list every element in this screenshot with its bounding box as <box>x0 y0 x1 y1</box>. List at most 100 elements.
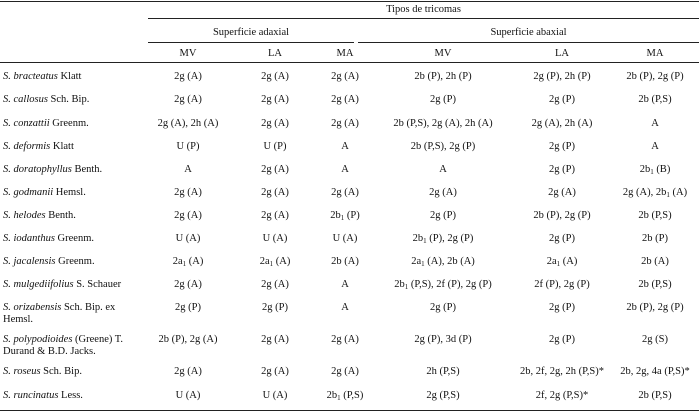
table-cell: 2g (P) <box>549 94 575 105</box>
table-cell: 2b, 2f, 2g, 2h (P,S)* <box>519 366 604 377</box>
table-cell: 2a1 (A), 2b (A) <box>411 256 475 268</box>
species-author: Sch. Bip. <box>40 366 82 377</box>
table-cell: 2g (A) <box>174 187 202 198</box>
table-cell: U (A) <box>332 233 358 244</box>
species-binomial: S. roseus <box>3 366 41 377</box>
table-cell: A <box>651 141 659 152</box>
table-cell: 2f (P), 2g (P) <box>534 279 590 290</box>
table-cell: A <box>341 141 349 152</box>
column-header: LA <box>268 48 282 59</box>
table-cell: 2b1 (P), 2g (P) <box>412 233 474 245</box>
species-binomial: S. orizabensis <box>3 302 62 313</box>
table-cell: A <box>341 164 349 175</box>
species-binomial: S. callosus <box>3 94 48 105</box>
table-cell: 2g (A) <box>174 71 202 82</box>
table-cell: 2b1 (P) <box>330 210 360 222</box>
table-cell: 2b1 (P,S), 2f (P), 2g (P) <box>394 279 492 291</box>
table-cell: 2g (A) <box>261 187 289 198</box>
table-cell: 2g (A) <box>261 366 289 377</box>
table-cell: 2g (P) <box>549 302 575 313</box>
species-binomial: S. bracteatus <box>3 71 58 82</box>
table-cell: 2g (A) <box>174 366 202 377</box>
table-cell: 2h (P,S) <box>426 366 460 377</box>
species-binomial: S. deformis <box>3 141 51 152</box>
table-cell: 2g (A) <box>261 164 289 175</box>
species-author: Sch. Bip. <box>47 94 90 105</box>
species-binomial: S. godmanii <box>3 187 54 198</box>
table-cell: 2g (A) <box>261 279 289 290</box>
table-cell: 2g (P), 2h (P) <box>533 71 591 82</box>
table-cell: 2g (P) <box>549 164 575 175</box>
species-binomial: S. polypodioides <box>3 334 73 345</box>
group-adaxial-header: Superficie adaxial <box>212 27 290 38</box>
table-cell: 2a1 (A) <box>546 256 578 268</box>
table-cell: 2b (P), 2g (A) <box>158 334 218 345</box>
species-binomial: S. runcinatus <box>3 390 59 401</box>
table-cell: A <box>341 302 349 313</box>
species-name: S. mulgediifolius S. Schauer <box>3 279 121 291</box>
table-cell: 2g (S) <box>642 334 668 345</box>
table-cell: 2a1 (A) <box>172 256 204 268</box>
species-author: Less. <box>58 390 83 401</box>
table-cell: 2g (A) <box>429 187 457 198</box>
table-cell: 2g (A) <box>331 334 359 345</box>
table-cell: 2b (P), 2g (P) <box>533 210 591 221</box>
species-name: S. helodes Benth. <box>3 210 76 222</box>
table-cell: 2g (A) <box>331 94 359 105</box>
table-title: Tipos de tricomas <box>386 4 461 15</box>
species-name: S. godmanii Hemsl. <box>3 187 86 199</box>
table-cell: 2g (P) <box>175 302 201 313</box>
species-author: Greenm. <box>55 256 95 267</box>
table-cell: U (A) <box>262 233 288 244</box>
table-cell: 2b (A) <box>641 256 669 267</box>
column-header: MV <box>434 48 452 59</box>
species-binomial: S. helodes <box>3 210 46 221</box>
table-cell: 2b (P,S), 2g (P) <box>410 141 476 152</box>
table-cell: 2b (P), 2g (P) <box>626 302 684 313</box>
column-header: MA <box>646 48 664 59</box>
table-cell: 2f, 2g (P,S)* <box>535 390 589 401</box>
table-cell: 2b (P) <box>642 233 668 244</box>
table-cell: A <box>184 164 192 175</box>
table-cell: 2g (A) <box>174 279 202 290</box>
species-binomial: S. jacalensis <box>3 256 56 267</box>
table-cell: 2a1 (A) <box>259 256 291 268</box>
rule-under-columns <box>0 62 699 63</box>
species-binomial: S. doratophyllus <box>3 164 72 175</box>
species-author: Benth. <box>45 210 76 221</box>
table-cell: 2g (P) <box>549 334 575 345</box>
table-cell: U (A) <box>262 390 288 401</box>
species-name: S. doratophyllus Benth. <box>3 164 102 176</box>
species-author: Greenm. <box>54 233 94 244</box>
species-name: S. jacalensis Greenm. <box>3 256 95 268</box>
table-cell: 2b1 (B) <box>639 164 671 176</box>
table-cell: A <box>341 279 349 290</box>
table-cell: 2g (A) <box>261 71 289 82</box>
rule-top <box>0 1 699 2</box>
table-cell: 2g (A) <box>331 118 359 129</box>
rule-under-adaxial <box>148 42 354 43</box>
column-header: MA <box>336 48 354 59</box>
table-cell: 2b (P,S), 2g (A), 2h (A) <box>393 118 493 129</box>
species-name: S. callosus Sch. Bip. <box>3 94 89 106</box>
table-cell: 2g (A) <box>261 334 289 345</box>
table-cell: 2b1 (P,S) <box>326 390 364 402</box>
species-author-continued: Hemsl. <box>3 314 34 325</box>
table-cell: 2b (P,S) <box>638 279 672 290</box>
table-cell: 2b (P,S) <box>638 210 672 221</box>
species-author-continued: Durand & B.D. Jacks. <box>3 346 96 357</box>
table-cell: 2g (A) <box>548 187 576 198</box>
column-header: MV <box>179 48 197 59</box>
table-cell: 2g (A) <box>331 366 359 377</box>
species-author: Benth. <box>71 164 103 175</box>
species-binomial: S. iodanthus <box>3 233 55 244</box>
table-cell: 2g (P), 3d (P) <box>414 334 472 345</box>
species-author: Sch. Bip. ex <box>61 302 116 313</box>
table-cell: 2b (P), 2g (P) <box>626 71 684 82</box>
table-cell: 2b (P,S) <box>638 390 672 401</box>
table-cell: 2g (A) <box>261 118 289 129</box>
species-author: S. Schauer <box>73 279 122 290</box>
table-cell: 2b (A) <box>331 256 359 267</box>
table-cell: 2g (P,S) <box>426 390 460 401</box>
table-cell: 2g (A) <box>261 94 289 105</box>
